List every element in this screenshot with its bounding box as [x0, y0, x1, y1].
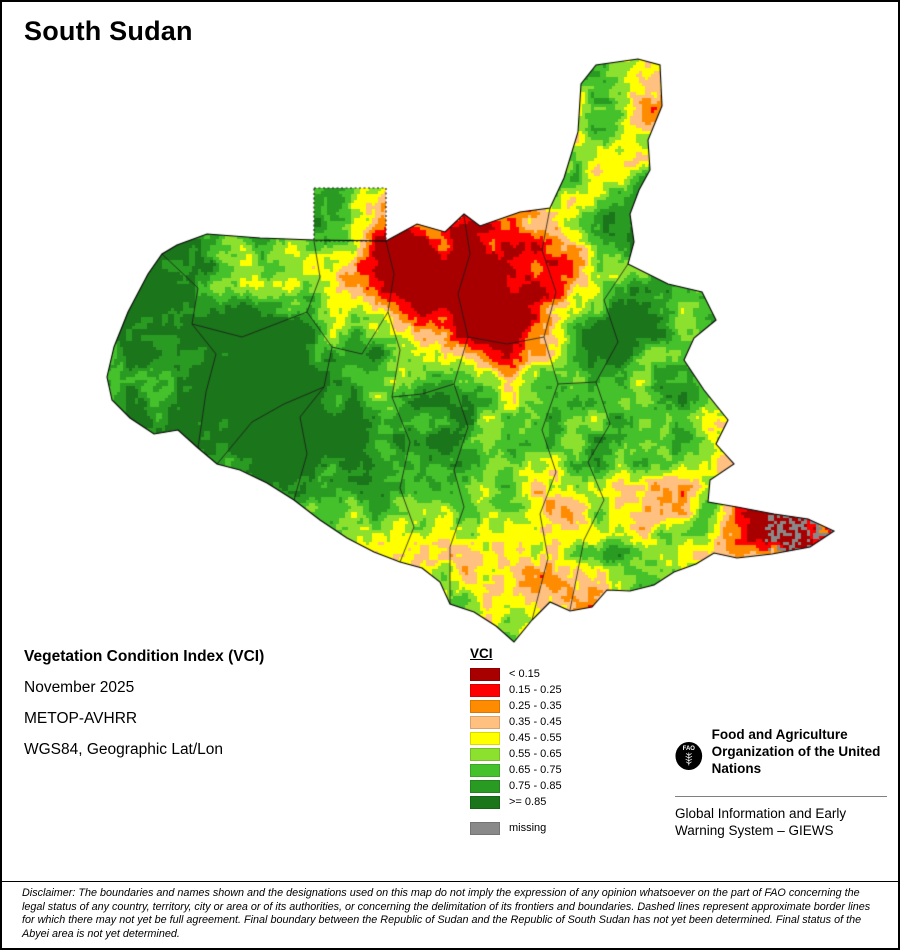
- legend-color-swatch: [470, 684, 500, 697]
- legend-missing-swatch: [470, 822, 500, 835]
- product-name: Vegetation Condition Index (VCI): [24, 648, 265, 665]
- legend-item: 0.55 - 0.65: [470, 748, 562, 761]
- legend-item: 0.25 - 0.35: [470, 700, 562, 713]
- legend-item-label: 0.75 - 0.85: [509, 780, 562, 792]
- fao-logo-icon: FAO: [675, 741, 703, 771]
- fao-logo-text: FAO: [683, 746, 696, 752]
- legend-color-swatch: [470, 748, 500, 761]
- legend-item-label: >= 0.85: [509, 796, 547, 808]
- legend-item-label: 0.45 - 0.55: [509, 732, 562, 744]
- sensor-name: METOP-AVHRR: [24, 710, 138, 727]
- fao-org-name: Food and Agriculture Organization of the…: [711, 727, 881, 776]
- projection-name: WGS84, Geographic Lat/Lon: [24, 741, 224, 758]
- legend-item: 0.15 - 0.25: [470, 684, 562, 697]
- legend-item-label: 0.55 - 0.65: [509, 748, 562, 760]
- legend-color-swatch: [470, 780, 500, 793]
- legend: VCI < 0.15 0.15 - 0.25 0.25 - 0.35 0.35 …: [470, 646, 562, 838]
- legend-item-missing: missing: [470, 822, 562, 835]
- legend-item: 0.75 - 0.85: [470, 780, 562, 793]
- legend-item-label: 0.65 - 0.75: [509, 764, 562, 776]
- legend-item-label: 0.25 - 0.35: [509, 700, 562, 712]
- fao-divider: [675, 796, 887, 797]
- legend-color-swatch: [470, 732, 500, 745]
- legend-color-swatch: [470, 764, 500, 777]
- legend-item-label: 0.35 - 0.45: [509, 716, 562, 728]
- legend-color-swatch: [470, 668, 500, 681]
- map-metadata: Vegetation Condition Index (VCI) Novembe…: [24, 648, 264, 772]
- legend-item-label: < 0.15: [509, 668, 540, 680]
- legend-missing-label: missing: [509, 822, 547, 834]
- disclaimer-text: Disclaimer: The boundaries and names sho…: [2, 881, 898, 948]
- fao-branding: FAO Food and Agriculture Organization of…: [675, 726, 887, 839]
- legend-item: < 0.15: [470, 668, 562, 681]
- legend-title: VCI: [470, 646, 493, 661]
- legend-item: >= 0.85: [470, 796, 562, 809]
- legend-item: 0.45 - 0.55: [470, 732, 562, 745]
- legend-item-label: 0.15 - 0.25: [509, 684, 562, 696]
- legend-color-swatch: [470, 796, 500, 809]
- map-date: November 2025: [24, 679, 135, 696]
- page-title: South Sudan: [24, 16, 193, 46]
- legend-item: 0.65 - 0.75: [470, 764, 562, 777]
- fao-header: FAO Food and Agriculture Organization of…: [675, 726, 887, 786]
- legend-color-swatch: [470, 700, 500, 713]
- giews-label: Global Information and Early Warning Sys…: [675, 806, 847, 838]
- legend-color-swatch: [470, 716, 500, 729]
- fao-wheat-glyph: [685, 752, 693, 766]
- vci-raster-map: [2, 2, 898, 662]
- legend-item: 0.35 - 0.45: [470, 716, 562, 729]
